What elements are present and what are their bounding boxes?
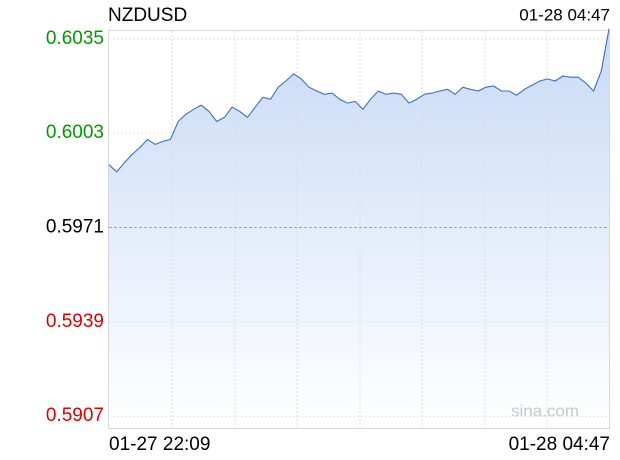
area-fill — [109, 28, 609, 429]
y-tick-label: 0.5907 — [46, 405, 104, 426]
y-tick-label: 0.5939 — [46, 311, 104, 332]
y-tick-label: 0.5971 — [46, 217, 104, 238]
y-tick-label: 0.6035 — [46, 28, 104, 49]
x-tick-label: 01-27 22:09 — [109, 434, 210, 455]
y-tick-label: 0.6003 — [46, 122, 104, 143]
watermark: sina.com — [511, 401, 579, 420]
timestamp: 01-28 04:47 — [519, 5, 610, 24]
plot-frame — [108, 30, 610, 429]
x-tick-label: 01-28 04:47 — [509, 434, 610, 455]
chart-title: NZDUSD — [108, 5, 187, 26]
price-line — [108, 28, 610, 173]
